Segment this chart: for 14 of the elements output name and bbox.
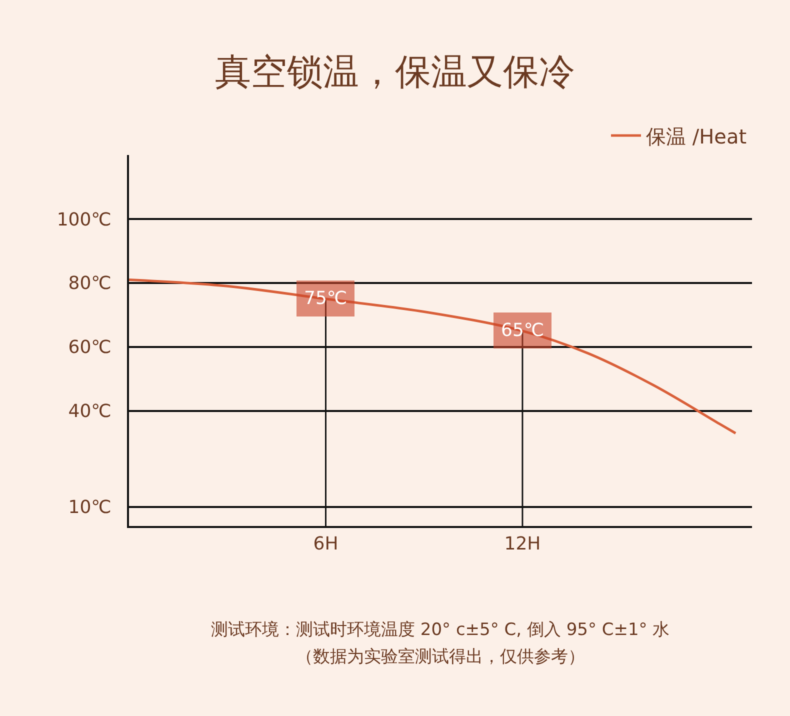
y-tick-label: 60℃ [68, 337, 112, 358]
y-tick-label: 40℃ [68, 401, 112, 422]
line-series [129, 278, 737, 434]
text: 测试环境：测试时环境温度 20° c±5° C, 倒入 95° C±1° 水 [211, 620, 670, 640]
chart-title: 真空锁温，保温又保冷 [215, 52, 575, 94]
annotation: 75℃ [304, 288, 348, 309]
x-tick-label: 12H [504, 534, 541, 555]
x-tick-label: 6H [313, 534, 338, 555]
annotation: 65℃ [501, 320, 544, 341]
y-tick-label: 80℃ [68, 273, 112, 294]
text: （数据为实验室测试得出，仅供参考） [296, 647, 585, 667]
legend-label: 保温 /Heat [646, 124, 747, 148]
y-tick-label: 10℃ [68, 497, 112, 518]
y-tick-label: 100℃ [56, 209, 112, 230]
